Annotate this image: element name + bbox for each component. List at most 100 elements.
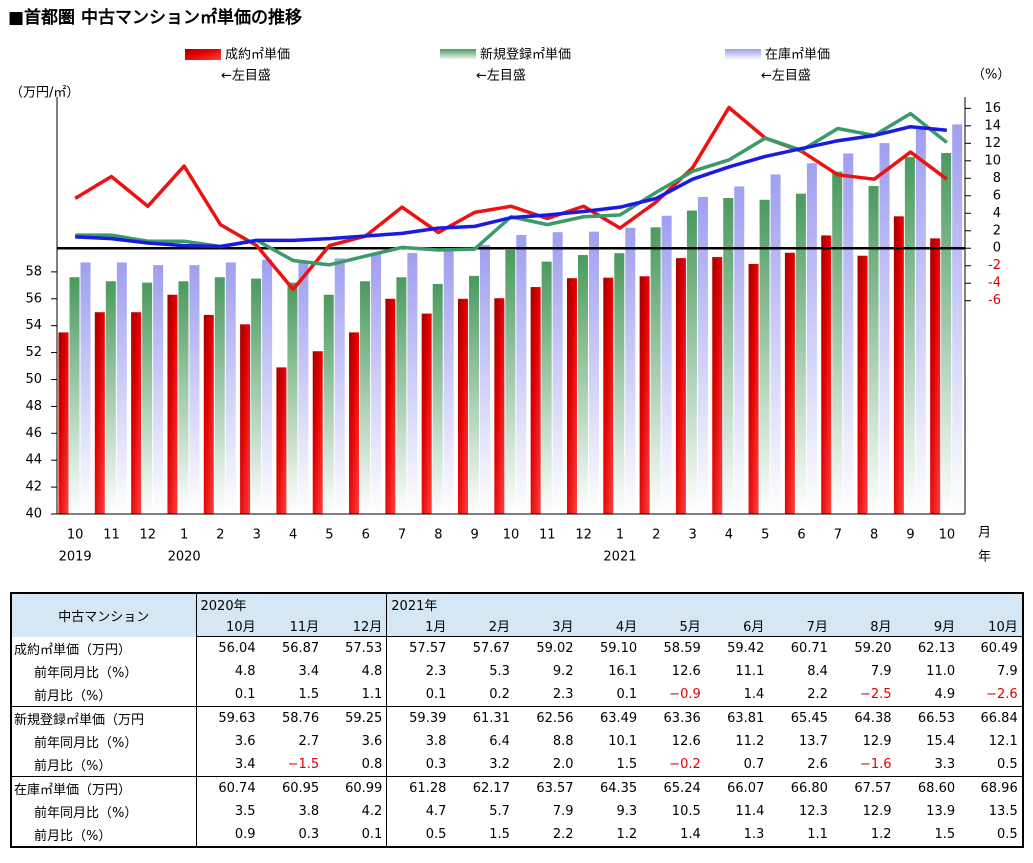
y2-tick-label: -4	[988, 276, 1001, 291]
x-tick-label: 6	[362, 528, 370, 543]
value-cell: 2.3	[386, 660, 451, 683]
header-row: 中古マンション 2020年 2021年	[11, 593, 1023, 637]
x-tick-label: 10	[503, 528, 520, 543]
value-cell: 62.17	[472, 781, 510, 796]
value-cell: 61.28	[386, 776, 451, 800]
x-tick-label: 2	[216, 528, 224, 543]
value-cell: 12.6	[671, 734, 701, 749]
bar	[178, 281, 189, 514]
value-cell: 9.2	[552, 664, 574, 679]
value-cell: 0.1	[195, 683, 260, 707]
value-cell: 66.80	[790, 781, 828, 796]
bar	[661, 215, 672, 514]
value-cell: 56.04	[195, 636, 260, 660]
bar	[494, 298, 505, 514]
y2-tick-label: 8	[993, 171, 1001, 186]
year-label: 2020	[168, 550, 201, 565]
y2-tick-label: 14	[984, 118, 1001, 133]
value-cell: 1.2	[616, 827, 638, 842]
legend-label: 在庫㎡単価	[765, 47, 830, 63]
x-tick-label: 4	[725, 528, 733, 543]
value-cell: 59.20	[854, 641, 892, 656]
bar	[69, 277, 80, 514]
value-cell: 0.2	[489, 687, 510, 702]
corner-cell: 中古マンション	[11, 593, 197, 637]
value-cell: 4.9	[934, 687, 956, 702]
value-cell: 5.3	[489, 664, 510, 679]
value-cell: 12.3	[798, 804, 828, 819]
value-cell: 4.7	[386, 800, 451, 823]
month-cell: 5月	[641, 615, 705, 637]
value-cell: 2.2	[552, 827, 574, 842]
bar	[952, 124, 963, 515]
x-tick-label: 8	[870, 528, 878, 543]
value-cell: 60.49	[980, 641, 1018, 656]
x-tick-label: 5	[325, 528, 333, 543]
bar	[142, 282, 153, 514]
bar	[153, 265, 164, 514]
y-tick-label: 54	[25, 318, 42, 333]
value-cell: 62.13	[917, 641, 956, 656]
y2-tick-label: 10	[984, 153, 1001, 168]
year-title: 年	[978, 550, 991, 565]
bar	[734, 186, 745, 514]
value-cell: 62.56	[536, 711, 574, 726]
bar	[639, 276, 650, 514]
value-cell: 68.96	[980, 781, 1018, 796]
value-cell: 2.0	[552, 757, 574, 772]
x-tick-label: 9	[906, 528, 914, 543]
y-tick-label: 48	[25, 399, 42, 414]
legend-swatch	[185, 49, 221, 60]
bar	[349, 332, 360, 514]
bar	[225, 262, 236, 514]
x-tick-label: 6	[797, 528, 805, 543]
x-tick-label: 12	[575, 528, 592, 543]
month-cell: 12月	[323, 615, 387, 637]
row-label: 前月比（%）	[11, 823, 197, 847]
bar	[407, 253, 418, 515]
bar	[80, 262, 91, 514]
table-row: 前年同月比（%） 4.8 3.4 4.8 2.3 5.3 9.2 16.1 12.6 11.1 8.…	[11, 660, 1023, 683]
bar	[298, 262, 309, 514]
bar	[505, 249, 516, 515]
bar	[189, 265, 200, 514]
row-label: 前年同月比（%）	[11, 800, 197, 823]
value-cell: −2.5	[859, 687, 892, 702]
bar	[603, 277, 614, 514]
y-tick-label: 50	[25, 372, 42, 387]
value-cell: 2.3	[552, 687, 574, 702]
bar	[105, 281, 116, 514]
month-cell: 8月	[831, 615, 896, 637]
y2-tick-label: 6	[993, 188, 1001, 203]
legend-label: 新規登録㎡単価	[480, 47, 571, 63]
bar	[251, 278, 262, 514]
month-cell: 9月	[895, 615, 960, 637]
value-cell: −1.5	[287, 757, 320, 772]
value-cell: 65.45	[790, 711, 828, 726]
y-tick-label: 56	[25, 291, 42, 306]
bar	[806, 163, 817, 514]
value-cell: 3.4	[298, 664, 320, 679]
value-cell: 12.1	[988, 734, 1018, 749]
value-cell: −2.6	[986, 687, 1018, 702]
value-cell: 13.5	[988, 804, 1018, 819]
value-cell: 3.4	[195, 753, 260, 777]
value-cell: 3.8	[386, 730, 451, 753]
row-label: 前月比（%）	[11, 683, 197, 707]
bar	[748, 263, 759, 514]
row-label: 前月比（%）	[11, 753, 197, 777]
value-cell: 3.6	[361, 734, 383, 749]
y2-tick-label: 4	[993, 206, 1001, 221]
value-cell: 60.95	[281, 781, 320, 796]
x-tick-label: 12	[140, 528, 157, 543]
row-label: 成約㎡単価（万円）	[11, 636, 197, 660]
bar	[262, 259, 273, 514]
month-cell: 3月	[513, 615, 578, 637]
value-cell: 13.7	[798, 734, 828, 749]
bar	[930, 238, 941, 514]
chart: ■首都圏 中古マンション㎡単価の推移 （万円/㎡） （%） 月 年 404244…	[8, 7, 1010, 565]
value-cell: 0.7	[743, 757, 765, 772]
value-cell: 60.99	[345, 781, 383, 796]
bar	[240, 324, 251, 514]
